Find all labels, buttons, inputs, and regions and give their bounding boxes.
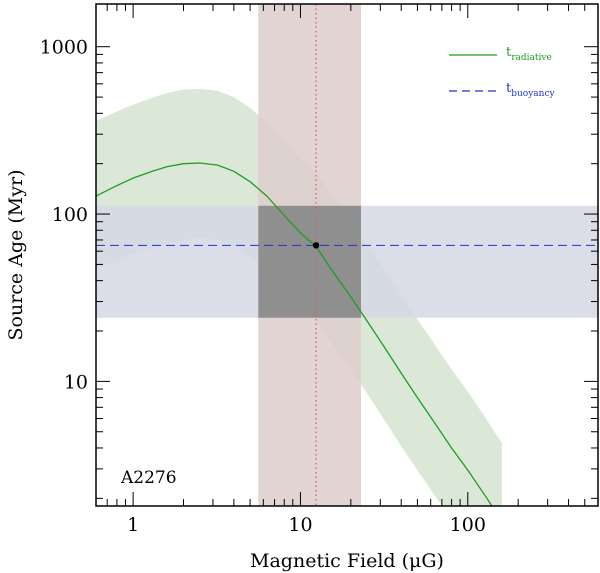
y-tick-label: 100	[52, 204, 88, 226]
cluster-annotation: A2276	[120, 468, 177, 488]
x-tick-label: 1	[127, 514, 139, 536]
y-axis-label: Source Age (Myr)	[5, 170, 27, 341]
legend-buoyancy-label: tbuoyancy	[506, 81, 555, 99]
radiative-age-line	[96, 162, 493, 506]
intersection-point	[312, 242, 320, 249]
x-axis-label: Magnetic Field (μG)	[250, 550, 444, 572]
legend: tradiative tbuoyancy	[449, 45, 555, 99]
legend-buoyancy: tbuoyancy	[449, 81, 555, 99]
y-tick-label: 10	[64, 371, 88, 393]
x-tick-label: 10	[288, 514, 312, 536]
plot-area	[96, 4, 598, 506]
legend-radiative: tradiative	[449, 45, 552, 63]
plot-frame	[95, 3, 599, 507]
x-tick-label: 100	[450, 514, 486, 536]
overlap-region	[258, 205, 361, 318]
y-tick-label: 1000	[40, 37, 88, 59]
axes: 1 10 100 10 100 1000	[40, 3, 599, 536]
legend-radiative-label: tradiative	[506, 45, 552, 63]
labels: Magnetic Field (μG) Source Age (Myr) A22…	[5, 170, 444, 572]
